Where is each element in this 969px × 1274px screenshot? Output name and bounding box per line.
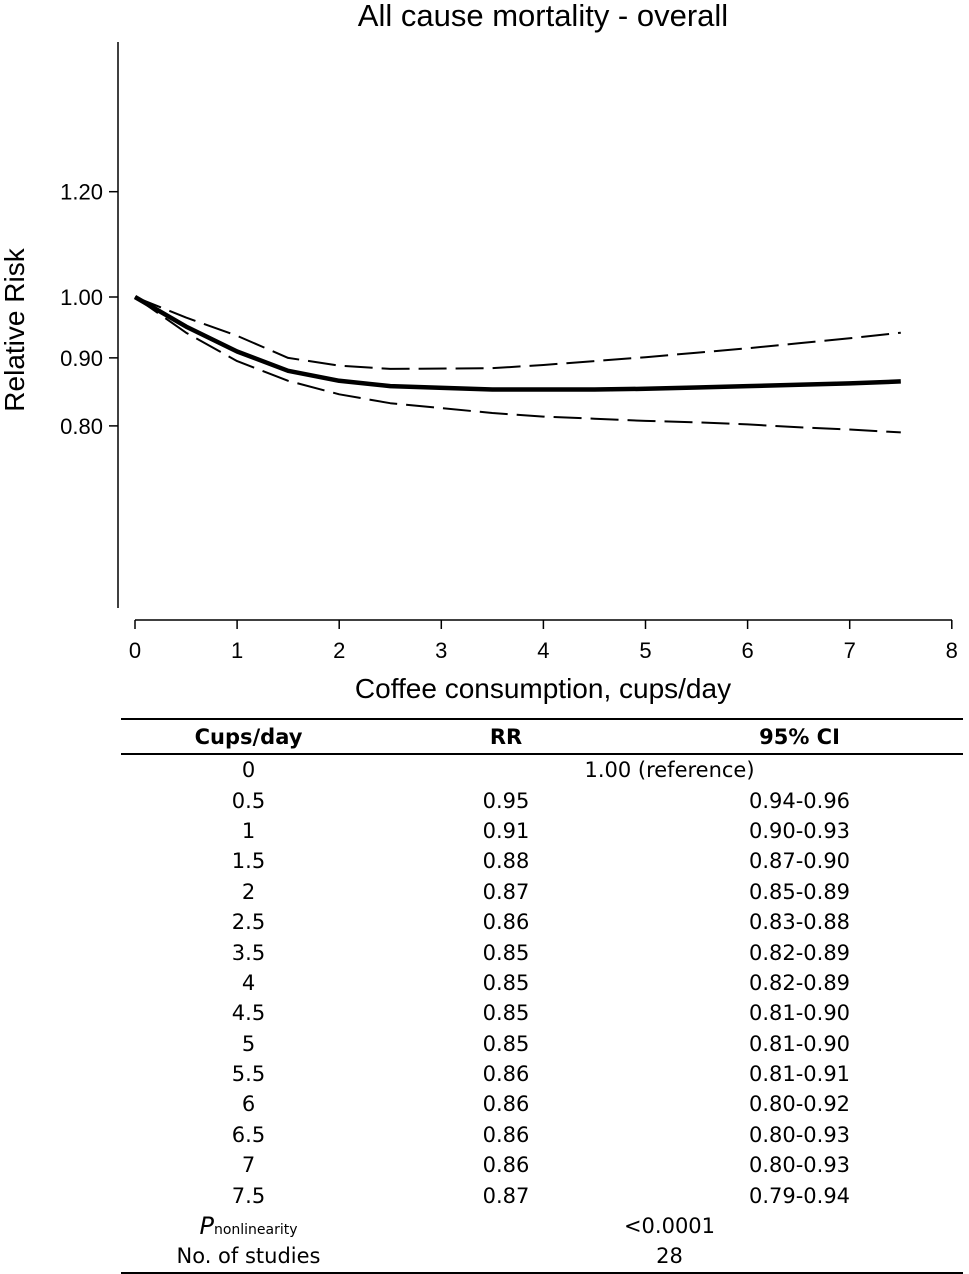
cell-ci: 0.83-0.88 xyxy=(748,910,851,935)
header-ci: 95% CI xyxy=(759,724,840,749)
studies-value: 28 xyxy=(656,1244,683,1269)
table-row: 2 0.87 0.85-0.89 xyxy=(121,877,963,907)
table-row: 6.5 0.86 0.80-0.93 xyxy=(121,1120,963,1150)
results-table: Cups/day RR 95% CI 0 1.00 (reference) 0.… xyxy=(121,718,963,1274)
cell-rr: 0.86 xyxy=(482,910,530,935)
x-tick-label: 5 xyxy=(639,638,651,663)
table-row-p-nonlinearity: Pnonlinearity <0.0001 xyxy=(121,1211,963,1241)
table-row: 5 0.85 0.81-0.90 xyxy=(121,1029,963,1059)
y-tick-label: 1.00 xyxy=(60,285,103,310)
table-body: 0.5 0.95 0.94-0.96 1 0.91 0.90-0.93 1.5 0.88 0.8… xyxy=(121,785,963,1210)
studies-label: No. of studies xyxy=(176,1244,321,1269)
cell-ci: 0.87-0.90 xyxy=(748,849,851,874)
cell-ci: 0.79-0.94 xyxy=(748,1183,851,1208)
header-rr: RR xyxy=(489,724,523,749)
table-header-rule xyxy=(121,753,963,755)
cell-cups: 6 xyxy=(241,1092,256,1117)
cell-cups: 5.5 xyxy=(231,1062,266,1087)
table-row-reference: 0 1.00 (reference) xyxy=(121,755,963,785)
cell-rr: 0.85 xyxy=(482,940,530,965)
y-tick-label: 0.80 xyxy=(60,414,103,439)
table-row: 5.5 0.86 0.81-0.91 xyxy=(121,1059,963,1089)
chart-title: All cause mortality - overall xyxy=(358,0,728,33)
p-symbol: P xyxy=(199,1212,214,1241)
y-axis-label: Relative Risk xyxy=(0,247,30,411)
table-row: 7.5 0.87 0.79-0.94 xyxy=(121,1180,963,1210)
plot-area xyxy=(133,295,901,434)
table-row: 4 0.85 0.82-0.89 xyxy=(121,968,963,998)
cell-ci: 0.82-0.89 xyxy=(748,940,851,965)
cell-rr: 0.86 xyxy=(482,1122,530,1147)
cell-cups: 2 xyxy=(241,879,256,904)
x-tick-label: 2 xyxy=(333,638,345,663)
cell-rr: 0.86 xyxy=(482,1092,530,1117)
cell-rr: 0.95 xyxy=(482,788,530,813)
upper-ci-line xyxy=(134,296,901,370)
cell-rr: 0.85 xyxy=(482,970,530,995)
x-tick-label: 1 xyxy=(231,638,243,663)
reference-text: 1.00 (reference) xyxy=(584,758,755,783)
cell-ci: 0.80-0.93 xyxy=(748,1122,851,1147)
cell-ci: 0.85-0.89 xyxy=(748,879,851,904)
cell-ci: 0.94-0.96 xyxy=(748,788,851,813)
table-header-row: Cups/day RR 95% CI xyxy=(121,720,963,753)
table-row: 1 0.91 0.90-0.93 xyxy=(121,816,963,846)
cell-ci: 0.80-0.92 xyxy=(748,1092,851,1117)
estimate-line xyxy=(133,295,901,392)
cell-rr: 0.86 xyxy=(482,1153,530,1178)
x-tick-label: 7 xyxy=(844,638,856,663)
cell-rr: 0.85 xyxy=(482,1001,530,1026)
table-row: 0.5 0.95 0.94-0.96 xyxy=(121,785,963,815)
x-tick-label: 3 xyxy=(435,638,447,663)
cell-rr: 0.88 xyxy=(482,849,530,874)
cell-ci: 0.80-0.93 xyxy=(748,1153,851,1178)
cell-ci: 0.82-0.89 xyxy=(748,970,851,995)
cell-ci: 0.90-0.93 xyxy=(748,818,851,843)
table-row: 6 0.86 0.80-0.92 xyxy=(121,1089,963,1119)
cell-cups: 1.5 xyxy=(231,849,266,874)
table-row: 7 0.86 0.80-0.93 xyxy=(121,1150,963,1180)
table-row: 1.5 0.88 0.87-0.90 xyxy=(121,846,963,876)
cell-cups: 7 xyxy=(241,1153,256,1178)
cell-rr: 0.87 xyxy=(482,1183,530,1208)
dose-response-chart: All cause mortality - overall Relative R… xyxy=(0,0,958,704)
cell-rr: 0.85 xyxy=(482,1031,530,1056)
cell-ci: 0.81-0.90 xyxy=(748,1031,851,1056)
axes: 0 1 2 3 4 5 6 7 8 0.80 0.90 1.00 1.20 xyxy=(60,42,958,663)
cell-rr: 0.86 xyxy=(482,1062,530,1087)
cell-cups: 4 xyxy=(241,970,256,995)
reference-cups: 0 xyxy=(241,758,256,783)
cell-cups: 3.5 xyxy=(231,940,266,965)
cell-cups: 1 xyxy=(241,818,256,843)
p-nonlinearity-value: <0.0001 xyxy=(623,1214,716,1239)
cell-cups: 0.5 xyxy=(231,788,266,813)
cell-ci: 0.81-0.91 xyxy=(748,1062,851,1087)
table-top-rule xyxy=(121,718,963,720)
cell-cups: 5 xyxy=(241,1031,256,1056)
cell-rr: 0.91 xyxy=(482,818,530,843)
y-tick-label: 1.20 xyxy=(60,180,103,205)
cell-cups: 7.5 xyxy=(231,1183,266,1208)
table-row: 2.5 0.86 0.83-0.88 xyxy=(121,907,963,937)
table-row-studies: No. of studies 28 xyxy=(121,1241,963,1271)
table-row: 4.5 0.85 0.81-0.90 xyxy=(121,998,963,1028)
cell-cups: 6.5 xyxy=(231,1122,266,1147)
y-tick-label: 0.90 xyxy=(60,346,103,371)
x-tick-label: 0 xyxy=(129,638,141,663)
x-tick-label: 4 xyxy=(537,638,549,663)
x-tick-label: 6 xyxy=(741,638,753,663)
p-nonlinearity-label: Pnonlinearity xyxy=(121,1212,376,1240)
cell-cups: 4.5 xyxy=(231,1001,266,1026)
lower-ci-line xyxy=(134,296,901,434)
x-tick-label: 8 xyxy=(946,638,958,663)
table-row: 3.5 0.85 0.82-0.89 xyxy=(121,937,963,967)
p-subscript: nonlinearity xyxy=(213,1222,298,1239)
cell-rr: 0.87 xyxy=(482,879,530,904)
x-axis-label: Coffee consumption, cups/day xyxy=(355,673,731,704)
cell-ci: 0.81-0.90 xyxy=(748,1001,851,1026)
header-cups: Cups/day xyxy=(194,724,303,749)
cell-cups: 2.5 xyxy=(231,910,266,935)
